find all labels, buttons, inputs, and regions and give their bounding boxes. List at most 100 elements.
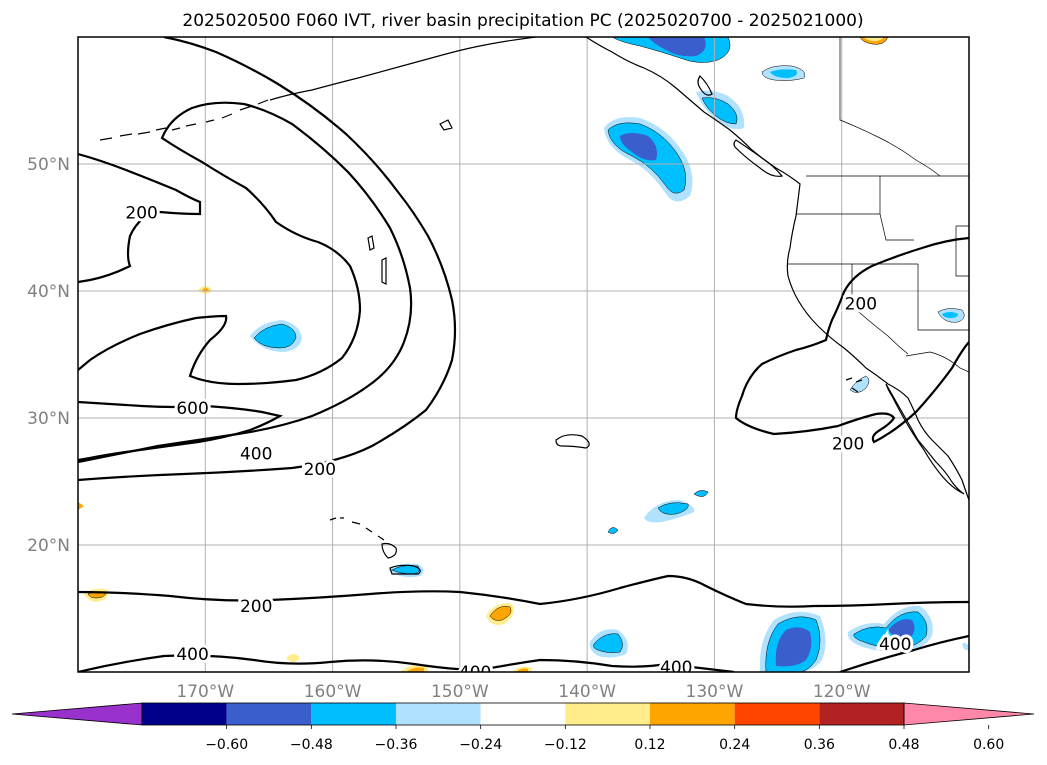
colorbar: −0.60 −0.48 −0.36 −0.24 −0.12 0.12 0.24 0.36 0.4… xyxy=(11,702,1035,753)
precip-core-panhandle xyxy=(648,37,706,57)
colorbar-segment xyxy=(142,703,227,725)
coastline-north-america xyxy=(585,37,969,501)
colorbar-tick-label: 0.36 xyxy=(804,737,835,753)
border-state-nv-az xyxy=(917,264,969,331)
precip-pos-top-light xyxy=(864,37,884,42)
colorbar-tick-label: −0.12 xyxy=(544,737,587,753)
contour-400-south xyxy=(78,654,735,672)
colorbar-tick-label: −0.48 xyxy=(290,737,333,753)
latitude-labels: 50°N 40°N 30°N 20°N xyxy=(27,155,70,556)
coastline-haida-gwaii xyxy=(697,75,713,96)
colorbar-extend-high xyxy=(903,702,1035,726)
precip-core-offshore-50n xyxy=(620,133,657,161)
political-borders xyxy=(788,37,969,373)
map-title: 2025020500 F060 IVT, river basin precipi… xyxy=(182,11,863,31)
coastline-island-small-b xyxy=(381,257,387,285)
contour-400-southeast xyxy=(839,634,969,672)
contour-600-inner xyxy=(78,400,284,462)
coastline-hawaii-big xyxy=(389,564,421,575)
gridlines xyxy=(78,37,969,672)
coastline-island-small-a xyxy=(367,235,375,251)
border-alaska-canada xyxy=(839,37,941,177)
contour-label: 200 xyxy=(304,460,336,480)
colorbar-tick-label: 0.24 xyxy=(719,737,750,753)
colorbar-segment xyxy=(226,703,312,725)
precip-blob-23n-small xyxy=(693,490,709,497)
contour-label: 400 xyxy=(879,635,911,655)
lat-label: 40°N xyxy=(27,282,70,302)
precip-core-12n xyxy=(593,633,623,653)
contour-200-south xyxy=(78,574,969,608)
ocean-background xyxy=(78,37,969,672)
colorbar-segment xyxy=(734,703,820,725)
colorbar-tick-label: 0.12 xyxy=(634,737,665,753)
colorbar-tick-label: −0.60 xyxy=(205,737,248,753)
lat-label: 50°N xyxy=(27,155,70,175)
colorbar-tick-label: −0.36 xyxy=(375,737,418,753)
ivt-contours xyxy=(78,37,969,672)
contour-200-east xyxy=(734,236,969,444)
precip-pos-11n xyxy=(286,654,300,662)
lon-label: 160°W xyxy=(304,682,362,702)
precip-blob-edge-se xyxy=(962,642,969,651)
border-us-mexico xyxy=(905,351,969,373)
precip-core-far-se xyxy=(888,619,915,639)
precip-pos-bottom-1-core xyxy=(406,667,424,672)
colorbar-segment xyxy=(650,703,735,725)
coastline-aleutians xyxy=(99,99,269,141)
precip-core-ne-small xyxy=(770,69,797,78)
colorbar-tick-label: −0.24 xyxy=(459,737,502,753)
coastline-hawaii-chain xyxy=(329,517,397,559)
contour-200-northwest xyxy=(78,152,202,284)
longitude-labels: 170°W 160°W 150°W 140°W 130°W 120°W xyxy=(176,682,870,702)
contour-label: 400 xyxy=(176,645,208,665)
colorbar-segment xyxy=(565,703,650,725)
contour-label: 400 xyxy=(660,658,692,678)
precip-core-hawaii xyxy=(391,565,420,575)
colorbar-tick-label: 0.48 xyxy=(888,737,919,753)
precip-core-se xyxy=(775,627,812,667)
contour-label: 600 xyxy=(176,399,208,419)
coastline-vancouver-island xyxy=(733,139,784,177)
precip-pos-14n-core xyxy=(489,606,512,621)
precip-core-39n-east xyxy=(942,312,958,318)
precip-pos-bottom-2-core xyxy=(516,668,528,672)
contour-labels: 200 600 400 200 200 200 200 400 400 400 400 xyxy=(122,200,914,683)
precip-blob-21n-small xyxy=(607,527,619,534)
contour-label: 400 xyxy=(459,663,491,683)
coastline-alaska-south xyxy=(269,37,537,101)
lat-label: 30°N xyxy=(27,409,70,429)
colorbar-segment xyxy=(396,703,481,725)
coastline-island-kodiak xyxy=(439,119,453,131)
lon-label: 150°W xyxy=(431,682,489,702)
precip-pos-west-edge xyxy=(78,502,84,510)
contour-label: 200 xyxy=(240,597,272,617)
colorbar-segment xyxy=(311,703,396,725)
coastlines xyxy=(99,37,969,575)
contour-label: 400 xyxy=(240,445,272,465)
colorbar-segment xyxy=(480,703,566,725)
contour-label: 200 xyxy=(832,434,864,454)
map-area: 200 600 400 200 200 200 200 400 400 400 400 xyxy=(78,37,969,683)
coastline-channel-islands xyxy=(845,377,863,393)
map-frame xyxy=(77,36,970,673)
border-state-id xyxy=(879,176,914,241)
contour-200-main xyxy=(78,37,457,482)
border-state-ut xyxy=(955,225,969,277)
lon-label: 140°W xyxy=(558,682,616,702)
colorbar-extend-low xyxy=(11,702,143,726)
precip-core-23n xyxy=(657,502,689,515)
lon-label: 170°W xyxy=(176,682,234,702)
precip-blob-bc-coast-inner xyxy=(701,97,738,125)
coastline-island-32n xyxy=(555,434,590,449)
lon-label: 130°W xyxy=(686,682,744,702)
colorbar-segment xyxy=(819,703,904,725)
contour-label: 200 xyxy=(845,295,877,315)
contour-label: 200 xyxy=(125,203,157,223)
precip-core-37n xyxy=(253,323,297,349)
colorbar-tick-label: 0.60 xyxy=(973,737,1004,753)
contour-400-main xyxy=(78,101,413,464)
colorbar-outline xyxy=(141,702,905,726)
border-state-ca-nv xyxy=(851,264,909,355)
